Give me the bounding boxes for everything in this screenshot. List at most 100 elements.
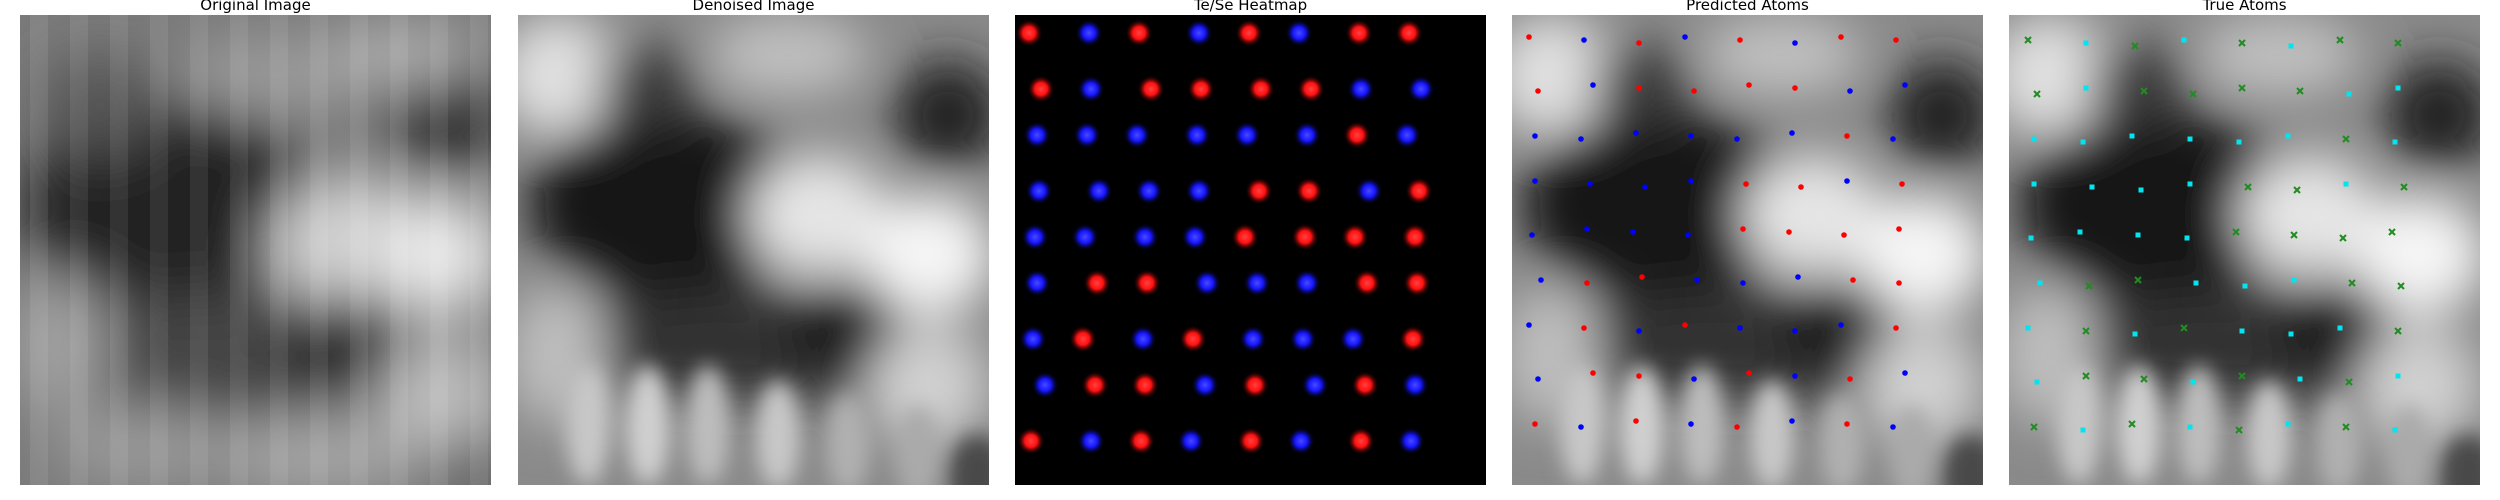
true-atom-square-marker xyxy=(2037,280,2043,286)
te-heat-spot xyxy=(1137,75,1165,103)
true-atom-square-marker xyxy=(2392,427,2398,433)
true-atom-square-marker xyxy=(2285,421,2291,427)
true-atom-square-marker xyxy=(2291,277,2297,283)
true-atom-x-marker xyxy=(2342,135,2350,143)
te-heat-spot xyxy=(1297,75,1325,103)
predicted-se-atom xyxy=(1630,229,1636,235)
true-atom-square-marker xyxy=(2181,37,2187,43)
true-atoms-title: True Atoms xyxy=(2202,0,2287,14)
original-image-panel xyxy=(20,15,491,485)
true-atom-x-marker xyxy=(2348,279,2356,287)
true-atom-x-marker xyxy=(2082,327,2090,335)
predicted-se-atom xyxy=(1847,88,1853,94)
se-heat-spot xyxy=(1077,75,1105,103)
true-atom-square-marker xyxy=(2083,85,2089,91)
predicted-atoms-image xyxy=(1512,15,1983,485)
predicted-se-atom xyxy=(1538,277,1544,283)
true-atom-x-marker xyxy=(2394,327,2402,335)
true-atom-square-marker xyxy=(2080,139,2086,145)
predicted-se-atom xyxy=(1578,424,1584,430)
te-heat-spot xyxy=(1343,121,1371,149)
true-atoms-panel xyxy=(2009,15,2480,485)
predicted-te-atom xyxy=(1740,226,1746,232)
predicted-se-atom xyxy=(1740,280,1746,286)
se-heat-spot xyxy=(1025,177,1053,205)
true-atom-square-marker xyxy=(2346,91,2352,97)
true-atom-x-marker xyxy=(2339,234,2347,242)
predicted-atoms-title: Predicted Atoms xyxy=(1686,0,1809,14)
se-heat-spot xyxy=(1239,325,1267,353)
true-atom-x-marker xyxy=(2293,186,2301,194)
te-heat-spot xyxy=(1247,75,1275,103)
se-heat-spot xyxy=(1287,427,1315,455)
true-atom-x-marker xyxy=(2296,87,2304,95)
te-heat-spot xyxy=(1125,19,1153,47)
predicted-se-atom xyxy=(1737,325,1743,331)
true-atom-square-marker xyxy=(2184,235,2190,241)
true-atom-square-marker xyxy=(2077,229,2083,235)
predicted-se-atom xyxy=(1590,82,1596,88)
te-heat-spot xyxy=(1295,177,1323,205)
true-atom-x-marker xyxy=(2342,423,2350,431)
se-heat-spot xyxy=(1073,121,1101,149)
predicted-se-atom xyxy=(1642,184,1648,190)
predicted-te-atom xyxy=(1734,424,1740,430)
true-atom-x-marker xyxy=(2232,228,2240,236)
true-atom-x-marker xyxy=(2394,39,2402,47)
true-atom-x-marker xyxy=(2128,420,2136,428)
true-atom-square-marker xyxy=(2025,325,2031,331)
te-heat-spot xyxy=(1133,269,1161,297)
true-atom-square-marker xyxy=(2129,133,2135,139)
predicted-te-atom xyxy=(1691,88,1697,94)
se-heat-spot xyxy=(1243,269,1271,297)
true-atom-square-marker xyxy=(2187,181,2193,187)
predicted-se-atom xyxy=(1584,226,1590,232)
true-atom-square-marker xyxy=(2395,373,2401,379)
true-atom-square-marker xyxy=(2242,283,2248,289)
te-heat-spot xyxy=(1403,269,1431,297)
denoised-image xyxy=(518,15,989,485)
te-heat-spot xyxy=(1405,177,1433,205)
se-heat-spot xyxy=(1077,427,1105,455)
predicted-te-atom xyxy=(1743,181,1749,187)
predicted-se-atom xyxy=(1581,37,1587,43)
predicted-te-atom xyxy=(1636,85,1642,91)
true-atom-square-marker xyxy=(2089,184,2095,190)
true-atom-square-marker xyxy=(2138,187,2144,193)
predicted-se-atom xyxy=(1532,178,1538,184)
predicted-se-atom xyxy=(1633,130,1639,136)
se-heat-spot xyxy=(1185,19,1213,47)
se-heat-spot xyxy=(1031,371,1059,399)
te-heat-spot xyxy=(1231,223,1259,251)
te-heat-spot xyxy=(1347,427,1375,455)
true-atom-square-marker xyxy=(2392,139,2398,145)
se-heat-spot xyxy=(1393,121,1421,149)
true-atom-square-marker xyxy=(2135,232,2141,238)
predicted-te-atom xyxy=(1633,418,1639,424)
predicted-se-atom xyxy=(1789,418,1795,424)
true-atom-x-marker xyxy=(2030,423,2038,431)
true-atom-x-marker xyxy=(2388,228,2396,236)
predicted-se-atom xyxy=(1532,133,1538,139)
predicted-se-atom xyxy=(1688,421,1694,427)
true-atom-x-marker xyxy=(2189,90,2197,98)
predicted-se-atom xyxy=(1792,373,1798,379)
te-heat-spot xyxy=(1345,19,1373,47)
true-atom-square-marker xyxy=(2343,181,2349,187)
te-heat-spot xyxy=(1015,19,1043,47)
predicted-se-atom xyxy=(1587,181,1593,187)
true-atom-square-marker xyxy=(2239,328,2245,334)
predicted-te-atom xyxy=(1841,232,1847,238)
true-atom-x-marker xyxy=(2238,372,2246,380)
se-heat-spot xyxy=(1191,371,1219,399)
true-atom-x-marker xyxy=(2134,276,2142,284)
se-heat-spot xyxy=(1193,269,1221,297)
predicted-se-atom xyxy=(1535,376,1541,382)
predicted-te-atom xyxy=(1737,37,1743,43)
te-heat-spot xyxy=(1341,223,1369,251)
true-atom-square-marker xyxy=(2031,136,2037,142)
te-heat-spot xyxy=(1353,269,1381,297)
predicted-se-atom xyxy=(1688,133,1694,139)
predicted-se-atom xyxy=(1838,322,1844,328)
